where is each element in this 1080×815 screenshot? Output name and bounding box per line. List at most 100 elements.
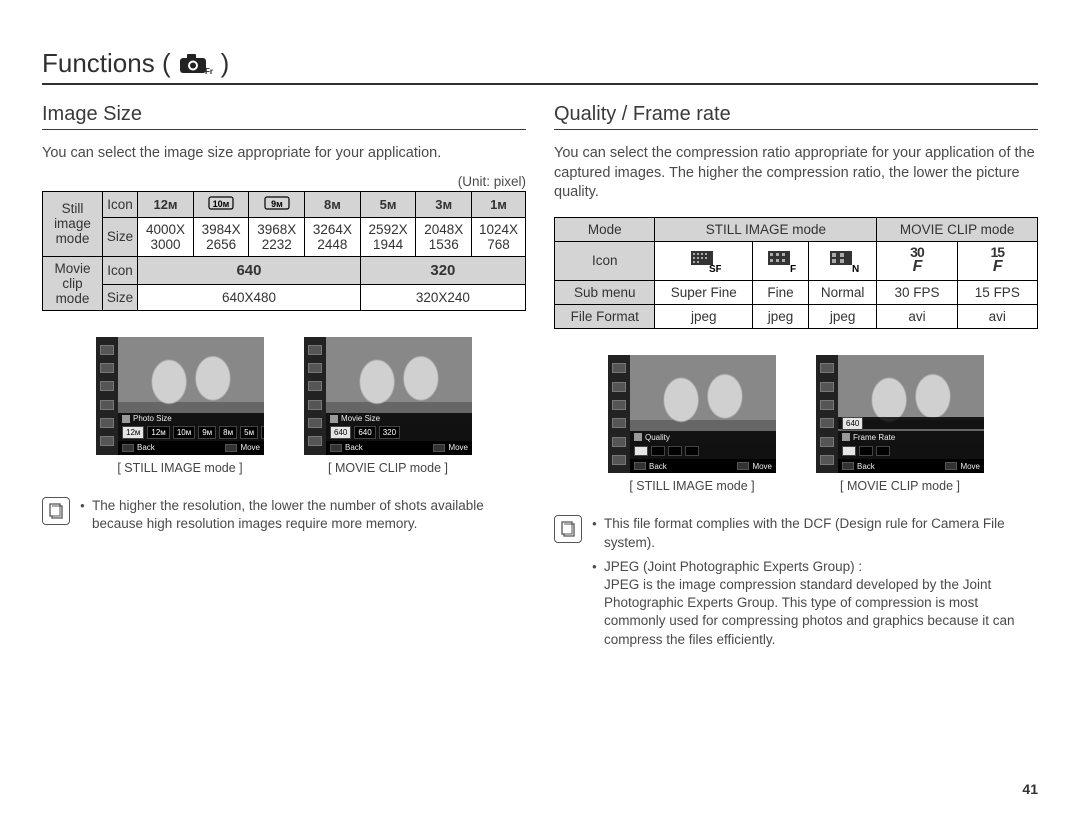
options-bar: 640 640 320: [326, 425, 472, 441]
menu-label: Photo Size: [118, 413, 264, 425]
still-mode-screen: Photo Size 12ᴍ 12ᴍ 10ᴍ 9ᴍ 8ᴍ 5ᴍ 3ᴍ 1ᴍ: [96, 337, 264, 455]
side-icon: [612, 382, 626, 392]
side-icon: [612, 455, 626, 465]
menu-label: Frame Rate: [838, 431, 984, 443]
nav-bar: Back Move: [630, 459, 776, 473]
opt: 320: [379, 426, 400, 439]
nav-bar: Back Move: [838, 459, 984, 473]
quality-heading: Quality / Frame rate: [554, 103, 1038, 130]
opt: [668, 446, 682, 456]
icon-hdr: Icon: [555, 241, 655, 281]
movie-size-640: 640X480: [138, 284, 361, 310]
opt: 8ᴍ: [219, 426, 237, 439]
movie-size-320: 320X240: [360, 284, 525, 310]
format-val: jpeg: [655, 305, 753, 329]
submenu-val: 15 FPS: [957, 281, 1037, 305]
movie-caption: [ MOVIE CLIP mode ]: [304, 461, 472, 475]
size-strip: 640: [838, 417, 984, 429]
opt: 3ᴍ: [261, 426, 264, 439]
icon-label-2: Icon: [102, 256, 137, 284]
submenu-val: Normal: [809, 281, 877, 305]
opt-sel: [842, 446, 856, 456]
opt: 12ᴍ: [147, 426, 169, 439]
normal-icon: N: [809, 241, 877, 281]
opt: 9ᴍ: [198, 426, 216, 439]
nav-bar: Back Move: [118, 441, 264, 455]
side-icon: [100, 400, 114, 410]
note-2: JPEG (Joint Photographic Experts Group) …: [592, 558, 1038, 649]
image-size-table: Still image mode Icon 12ᴍ 10ᴍ 9ᴍ 8ᴍ 5ᴍ 3…: [42, 191, 526, 311]
note-text: The higher the resolution, the lower the…: [80, 497, 526, 533]
screen-sidebar: [304, 337, 326, 455]
svg-text:SF: SF: [709, 264, 721, 273]
svg-text:N: N: [852, 264, 859, 273]
page-number: 41: [1022, 781, 1038, 797]
opt: [685, 446, 699, 456]
opt: 10ᴍ: [173, 426, 195, 439]
movie-mode-screen: Movie Size 640 640 320 Back Move: [304, 337, 472, 455]
svg-text:10ᴍ: 10ᴍ: [213, 199, 230, 209]
side-icon: [820, 400, 834, 410]
side-icon: [820, 455, 834, 465]
screen-sidebar: [608, 355, 630, 473]
svg-text:Fn: Fn: [205, 67, 213, 75]
size-icon-9m: 9ᴍ: [249, 191, 305, 217]
side-icon: [612, 418, 626, 428]
quality-still-screen-wrap: Quality Back Move [ STILL IMAGE: [608, 355, 776, 493]
screen-sidebar: [96, 337, 118, 455]
opt-sel: 640: [330, 426, 351, 439]
title-prefix: Functions (: [42, 48, 171, 79]
side-icon: [612, 437, 626, 447]
quality-movie-caption: [ MOVIE CLIP mode ]: [816, 479, 984, 493]
size-val: 2592X 1944: [360, 217, 416, 256]
dpad-icon: [433, 444, 445, 452]
menu-label: Quality: [630, 431, 776, 443]
side-icon: [612, 400, 626, 410]
title-suffix: ): [221, 48, 230, 79]
size-label-2: Size: [102, 284, 137, 310]
side-icon: [820, 382, 834, 392]
dpad-icon: [945, 462, 957, 470]
fps15-icon: 15 F: [957, 241, 1037, 281]
svg-text:F: F: [790, 264, 796, 273]
side-icon: [100, 363, 114, 373]
image-size-intro: You can select the image size appropriat…: [42, 144, 526, 164]
side-icon: [100, 418, 114, 428]
format-val: avi: [957, 305, 1037, 329]
submenu-val: Super Fine: [655, 281, 753, 305]
nav-bar: Back Move: [326, 441, 472, 455]
movie-icon-640: 640: [138, 256, 361, 284]
movie-screen-wrap: Movie Size 640 640 320 Back Move [ MOVIE…: [304, 337, 472, 475]
dpad-icon: [737, 462, 749, 470]
side-icon: [308, 436, 322, 446]
right-note: This file format complies with the DCF (…: [554, 515, 1038, 655]
size-icon-8m: 8ᴍ: [305, 191, 361, 217]
submenu-val: Fine: [753, 281, 809, 305]
size-val: 2048X 1536: [416, 217, 472, 256]
opt: [876, 446, 890, 456]
movie-row-label: Movie clip mode: [43, 256, 103, 310]
side-icon: [612, 363, 626, 373]
opt-sel: [634, 446, 648, 456]
size-val: 4000X 3000: [138, 217, 194, 256]
opt: [651, 446, 665, 456]
size-icon-12m: 12ᴍ: [138, 191, 194, 217]
menu-icon: [634, 462, 646, 470]
size-val: 3968X 2232: [249, 217, 305, 256]
left-column: Image Size You can select the image size…: [42, 103, 526, 655]
note-icon: [42, 497, 70, 525]
size-icon-10m: 10ᴍ: [193, 191, 249, 217]
mode-hdr: Mode: [555, 217, 655, 241]
size-icon-5m: 5ᴍ: [360, 191, 416, 217]
still-caption: [ STILL IMAGE mode ]: [96, 461, 264, 475]
side-icon: [100, 381, 114, 391]
jpeg-detail: JPEG is the image compression standard d…: [604, 576, 1038, 649]
format-val: jpeg: [753, 305, 809, 329]
format-hdr: File Format: [555, 305, 655, 329]
side-icon: [100, 345, 114, 355]
size-icon-3m: 3ᴍ: [416, 191, 472, 217]
side-icon: [308, 418, 322, 428]
quality-movie-screen: 640 Frame Rate Back Move: [816, 355, 984, 473]
opt: 640: [842, 417, 863, 430]
fine-icon: F: [753, 241, 809, 281]
